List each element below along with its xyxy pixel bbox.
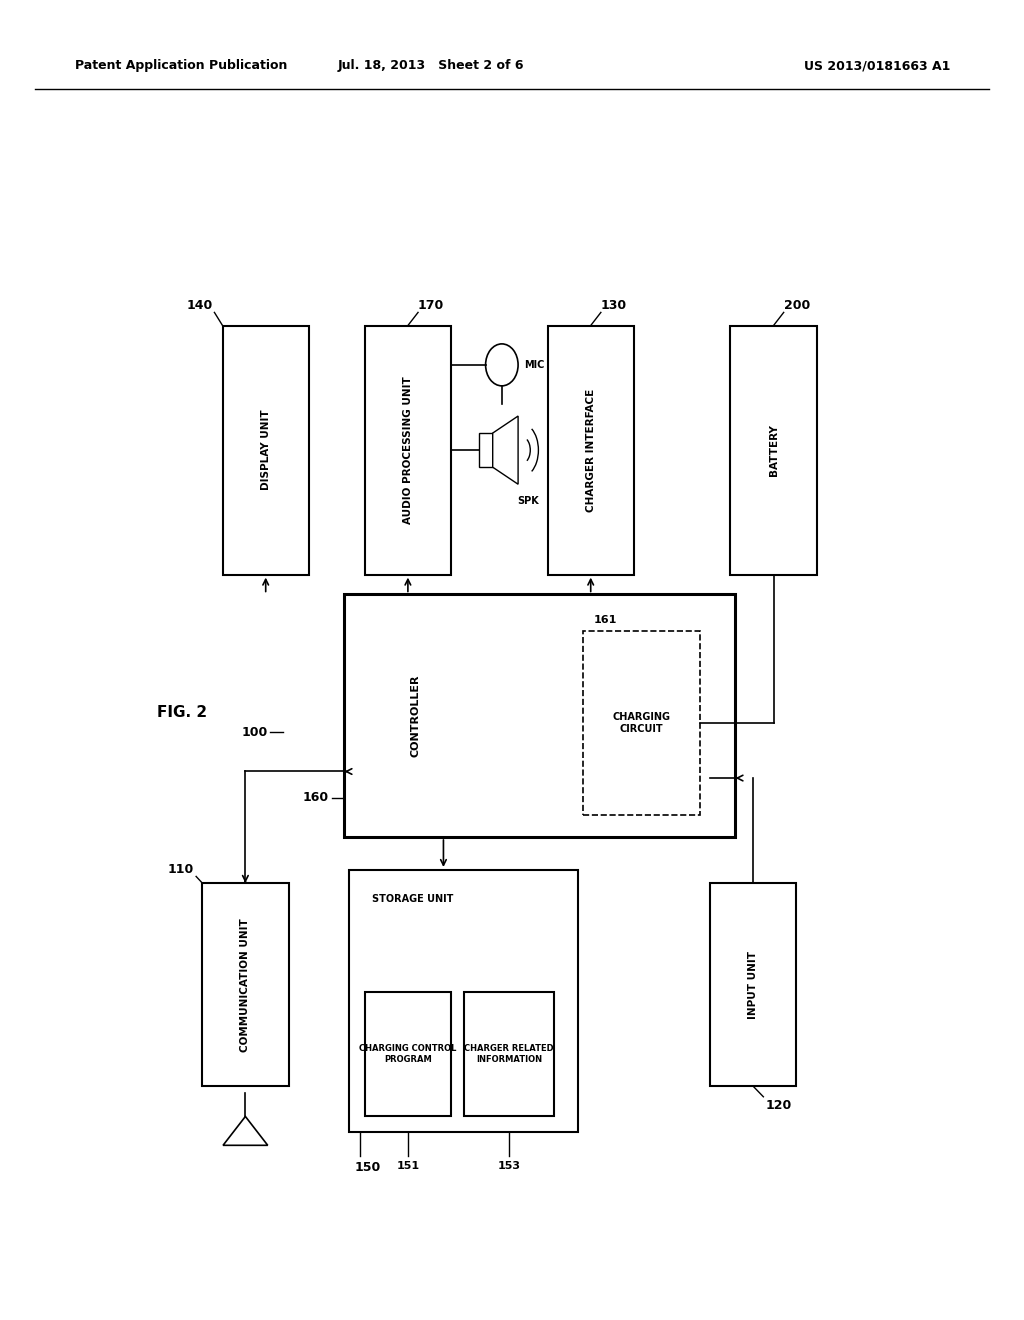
FancyBboxPatch shape	[583, 631, 699, 814]
Text: Patent Application Publication: Patent Application Publication	[75, 59, 288, 73]
Text: 110: 110	[168, 863, 195, 876]
Polygon shape	[223, 1117, 267, 1146]
Text: BATTERY: BATTERY	[769, 424, 778, 477]
Text: 161: 161	[593, 615, 616, 624]
Text: CHARGER RELATED
INFORMATION: CHARGER RELATED INFORMATION	[464, 1044, 554, 1064]
Text: MIC: MIC	[524, 360, 545, 370]
Text: 100: 100	[242, 726, 268, 739]
Text: CHARGER INTERFACE: CHARGER INTERFACE	[586, 388, 596, 512]
Text: 150: 150	[354, 1162, 381, 1173]
FancyBboxPatch shape	[464, 991, 554, 1117]
Text: 140: 140	[186, 300, 212, 313]
Text: CHARGING
CIRCUIT: CHARGING CIRCUIT	[612, 713, 671, 734]
FancyBboxPatch shape	[344, 594, 735, 837]
FancyBboxPatch shape	[222, 326, 309, 574]
Text: US 2013/0181663 A1: US 2013/0181663 A1	[805, 59, 951, 73]
FancyBboxPatch shape	[365, 326, 451, 574]
FancyBboxPatch shape	[710, 883, 797, 1086]
Text: 153: 153	[498, 1162, 520, 1171]
Text: CONTROLLER: CONTROLLER	[411, 675, 421, 756]
FancyBboxPatch shape	[730, 326, 817, 574]
FancyBboxPatch shape	[202, 883, 289, 1086]
Text: 130: 130	[601, 300, 627, 313]
FancyBboxPatch shape	[365, 991, 451, 1117]
Text: INPUT UNIT: INPUT UNIT	[749, 950, 758, 1019]
Text: 160: 160	[303, 791, 329, 804]
Text: FIG. 2: FIG. 2	[157, 705, 207, 719]
Text: 200: 200	[783, 300, 810, 313]
Text: SPK: SPK	[517, 496, 539, 506]
FancyBboxPatch shape	[548, 326, 634, 574]
Polygon shape	[493, 416, 518, 484]
Bar	[479, 433, 493, 467]
Text: 170: 170	[418, 300, 444, 313]
Text: 120: 120	[765, 1100, 792, 1113]
Text: 151: 151	[396, 1162, 420, 1171]
Text: Jul. 18, 2013   Sheet 2 of 6: Jul. 18, 2013 Sheet 2 of 6	[338, 59, 524, 73]
Text: COMMUNICATION UNIT: COMMUNICATION UNIT	[241, 917, 251, 1052]
Text: AUDIO PROCESSING UNIT: AUDIO PROCESSING UNIT	[402, 376, 413, 524]
Text: DISPLAY UNIT: DISPLAY UNIT	[261, 409, 270, 491]
Text: STORAGE UNIT: STORAGE UNIT	[373, 894, 454, 904]
FancyBboxPatch shape	[349, 870, 578, 1133]
Text: CHARGING CONTROL
PROGRAM: CHARGING CONTROL PROGRAM	[359, 1044, 457, 1064]
